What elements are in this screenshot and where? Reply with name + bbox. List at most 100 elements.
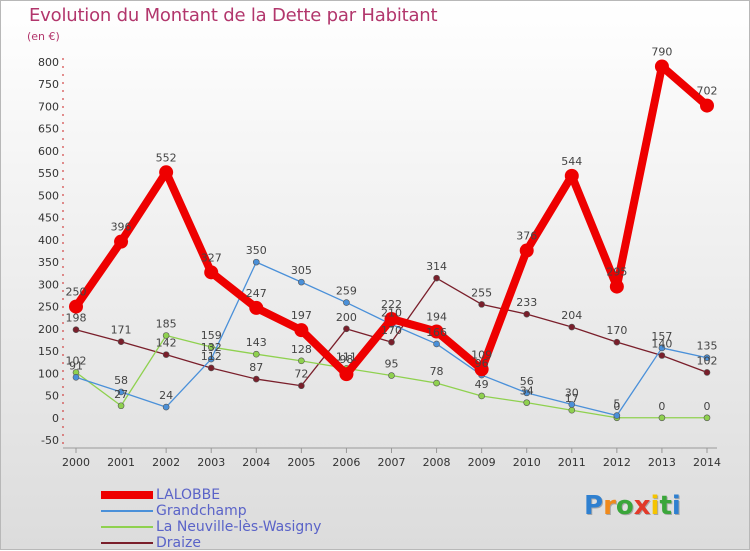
data-label: 56 bbox=[520, 375, 534, 388]
data-label: 305 bbox=[291, 264, 312, 277]
legend-label: LALOBBE bbox=[156, 487, 221, 503]
data-label: 98 bbox=[339, 353, 353, 366]
legend-label: Grandchamp bbox=[156, 503, 247, 519]
data-label: 30 bbox=[565, 386, 579, 399]
x-tick-label: 2005 bbox=[287, 456, 315, 469]
logo-letter: t bbox=[659, 491, 672, 521]
data-label: 210 bbox=[381, 306, 402, 319]
y-tick-label: 450 bbox=[38, 212, 59, 225]
data-label: 159 bbox=[201, 329, 222, 342]
data-label: 197 bbox=[291, 309, 312, 322]
data-label: 95 bbox=[385, 358, 399, 371]
data-label: 96 bbox=[475, 357, 489, 370]
data-point bbox=[568, 401, 576, 408]
data-point bbox=[474, 362, 489, 377]
y-tick-label: 150 bbox=[38, 345, 59, 358]
data-label: 17 bbox=[565, 392, 579, 405]
data-point bbox=[523, 389, 531, 397]
data-label: 185 bbox=[156, 317, 177, 330]
logo-letter: o bbox=[615, 491, 634, 521]
data-point bbox=[388, 372, 395, 379]
data-point bbox=[252, 375, 260, 383]
data-label: 128 bbox=[291, 343, 312, 356]
y-tick-label: 400 bbox=[38, 234, 59, 247]
data-point bbox=[613, 412, 621, 419]
data-label: 102 bbox=[66, 354, 87, 367]
data-label: 24 bbox=[159, 389, 173, 402]
data-point bbox=[523, 310, 531, 318]
data-point bbox=[162, 332, 170, 339]
data-label: 58 bbox=[114, 374, 128, 387]
data-point bbox=[523, 399, 531, 406]
legend-label: La Neuville-lès-Wasigny bbox=[156, 519, 322, 535]
data-point bbox=[703, 369, 711, 376]
data-point bbox=[159, 165, 174, 180]
data-label: 222 bbox=[381, 298, 402, 311]
data-point bbox=[252, 350, 260, 358]
data-point bbox=[343, 325, 350, 333]
logo-letter: x bbox=[633, 491, 651, 521]
data-point bbox=[654, 59, 669, 74]
data-point bbox=[294, 323, 309, 338]
data-label: 544 bbox=[561, 155, 582, 168]
x-tick-label: 2004 bbox=[242, 456, 270, 469]
data-label: 109 bbox=[471, 348, 492, 361]
legend-swatch bbox=[101, 542, 153, 544]
data-label: 91 bbox=[69, 359, 83, 372]
data-label: 327 bbox=[201, 251, 222, 264]
data-point bbox=[339, 367, 354, 382]
logo-letter: r bbox=[603, 491, 616, 521]
data-point bbox=[298, 357, 305, 365]
data-label: 314 bbox=[426, 260, 447, 273]
data-point bbox=[252, 258, 260, 266]
data-point bbox=[568, 406, 576, 414]
data-point bbox=[613, 338, 621, 346]
data-point bbox=[69, 299, 83, 314]
legend-swatch bbox=[101, 510, 153, 512]
y-tick-label: 50 bbox=[45, 390, 59, 403]
data-point bbox=[207, 343, 215, 351]
data-point bbox=[207, 355, 215, 363]
data-point bbox=[117, 388, 125, 396]
data-label: 702 bbox=[697, 85, 718, 98]
data-point bbox=[703, 414, 711, 422]
x-tick-label: 2001 bbox=[107, 456, 135, 469]
x-tick-label: 2000 bbox=[62, 456, 90, 469]
data-label: 143 bbox=[246, 336, 267, 349]
data-label: 27 bbox=[114, 388, 128, 401]
data-point bbox=[658, 344, 666, 352]
data-label: 259 bbox=[336, 285, 357, 298]
data-label: 170 bbox=[381, 324, 402, 337]
data-point bbox=[343, 299, 350, 306]
proxiti-logo: Proxiti bbox=[584, 491, 681, 521]
data-label: 102 bbox=[697, 354, 718, 367]
data-point bbox=[703, 354, 711, 362]
y-axis-unit: (en €) bbox=[27, 30, 60, 43]
data-label: 34 bbox=[520, 385, 534, 398]
data-label: 135 bbox=[697, 340, 718, 353]
data-label: 142 bbox=[156, 337, 177, 350]
y-tick-label: 200 bbox=[38, 323, 59, 336]
y-tick-label: 700 bbox=[38, 100, 59, 113]
data-point bbox=[298, 382, 305, 390]
data-label: 78 bbox=[430, 365, 444, 378]
data-point bbox=[609, 279, 624, 294]
data-label: 0 bbox=[613, 400, 620, 413]
data-label: 250 bbox=[66, 286, 87, 299]
data-label: 255 bbox=[471, 286, 492, 299]
data-point bbox=[568, 323, 576, 331]
data-point bbox=[114, 234, 129, 249]
data-point bbox=[249, 300, 264, 315]
data-label: 295 bbox=[606, 266, 627, 279]
data-label: 790 bbox=[651, 45, 672, 58]
data-point bbox=[162, 351, 170, 358]
data-label: 87 bbox=[249, 361, 263, 374]
x-tick-label: 2010 bbox=[513, 456, 541, 469]
data-label: 132 bbox=[201, 341, 222, 354]
data-point bbox=[384, 312, 399, 327]
data-point bbox=[700, 98, 714, 113]
data-point bbox=[72, 373, 80, 381]
data-label: 233 bbox=[516, 296, 537, 309]
data-label: 111 bbox=[336, 350, 357, 363]
